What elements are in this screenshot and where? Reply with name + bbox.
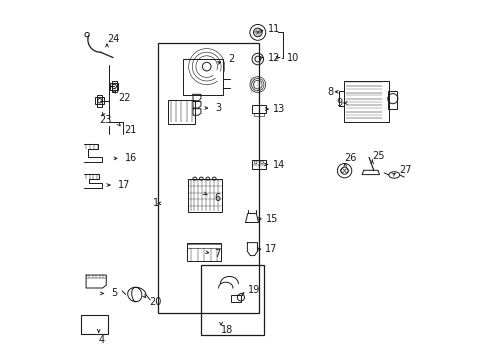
Bar xyxy=(187,179,222,212)
Text: 25: 25 xyxy=(371,150,384,161)
Text: 17: 17 xyxy=(265,244,277,254)
Text: 21: 21 xyxy=(123,125,136,135)
Text: 10: 10 xyxy=(286,53,299,63)
Text: 18: 18 xyxy=(221,325,233,336)
Text: 7: 7 xyxy=(213,249,220,259)
Bar xyxy=(231,295,241,302)
Text: 8: 8 xyxy=(326,87,333,97)
Text: 15: 15 xyxy=(265,214,278,224)
Text: 19: 19 xyxy=(247,285,260,295)
Text: 9: 9 xyxy=(336,98,342,108)
Text: 16: 16 xyxy=(125,153,137,163)
Text: 22: 22 xyxy=(118,93,130,103)
Bar xyxy=(110,83,118,90)
Bar xyxy=(254,113,264,116)
Bar xyxy=(97,95,102,107)
Text: 14: 14 xyxy=(272,159,284,170)
Text: 23: 23 xyxy=(99,114,111,125)
Bar xyxy=(95,97,104,104)
Text: 1: 1 xyxy=(152,198,159,208)
Text: 3: 3 xyxy=(215,103,222,113)
Text: 6: 6 xyxy=(213,193,220,203)
Text: 26: 26 xyxy=(344,153,356,163)
Bar xyxy=(81,315,108,334)
Text: 13: 13 xyxy=(273,104,285,114)
Text: 2: 2 xyxy=(228,54,234,64)
Bar xyxy=(343,81,387,122)
Bar xyxy=(167,100,195,124)
Bar xyxy=(186,243,221,261)
Bar xyxy=(158,43,258,313)
Bar xyxy=(201,265,264,335)
Text: 27: 27 xyxy=(399,165,411,175)
Bar xyxy=(183,59,223,95)
Text: 24: 24 xyxy=(107,34,119,44)
Text: 11: 11 xyxy=(267,24,280,34)
Text: 5: 5 xyxy=(111,288,117,298)
Text: 4: 4 xyxy=(99,335,104,345)
Bar xyxy=(251,160,265,169)
Bar xyxy=(251,105,266,113)
Text: 17: 17 xyxy=(118,180,130,190)
Bar xyxy=(387,91,397,109)
Text: 12: 12 xyxy=(267,53,280,63)
Text: 20: 20 xyxy=(149,297,161,307)
Bar xyxy=(111,81,117,92)
